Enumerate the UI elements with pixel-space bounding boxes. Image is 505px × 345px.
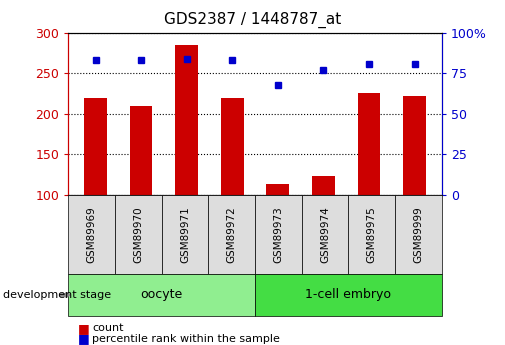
- Bar: [403, 96, 426, 195]
- Bar: [130, 106, 153, 195]
- Text: GSM89970: GSM89970: [133, 206, 143, 263]
- Text: GSM89969: GSM89969: [86, 206, 96, 263]
- Bar: [175, 45, 198, 195]
- Bar: [221, 98, 243, 195]
- Bar: [312, 176, 335, 195]
- Text: ■: ■: [78, 332, 90, 345]
- Bar: [358, 93, 380, 195]
- Bar: [84, 98, 107, 195]
- Text: GSM89971: GSM89971: [180, 206, 190, 263]
- Text: percentile rank within the sample: percentile rank within the sample: [92, 334, 280, 344]
- Text: GSM89974: GSM89974: [320, 206, 330, 263]
- Text: GSM89975: GSM89975: [367, 206, 377, 263]
- Text: GSM89972: GSM89972: [227, 206, 237, 263]
- Text: GSM89999: GSM89999: [414, 206, 424, 263]
- Text: 1-cell embryo: 1-cell embryo: [306, 288, 391, 302]
- Text: development stage: development stage: [3, 290, 111, 300]
- Text: ■: ■: [78, 322, 90, 335]
- Text: GDS2387 / 1448787_at: GDS2387 / 1448787_at: [164, 12, 341, 28]
- Text: oocyte: oocyte: [140, 288, 183, 302]
- Bar: [267, 184, 289, 195]
- Text: GSM89973: GSM89973: [273, 206, 283, 263]
- Text: count: count: [92, 324, 124, 333]
